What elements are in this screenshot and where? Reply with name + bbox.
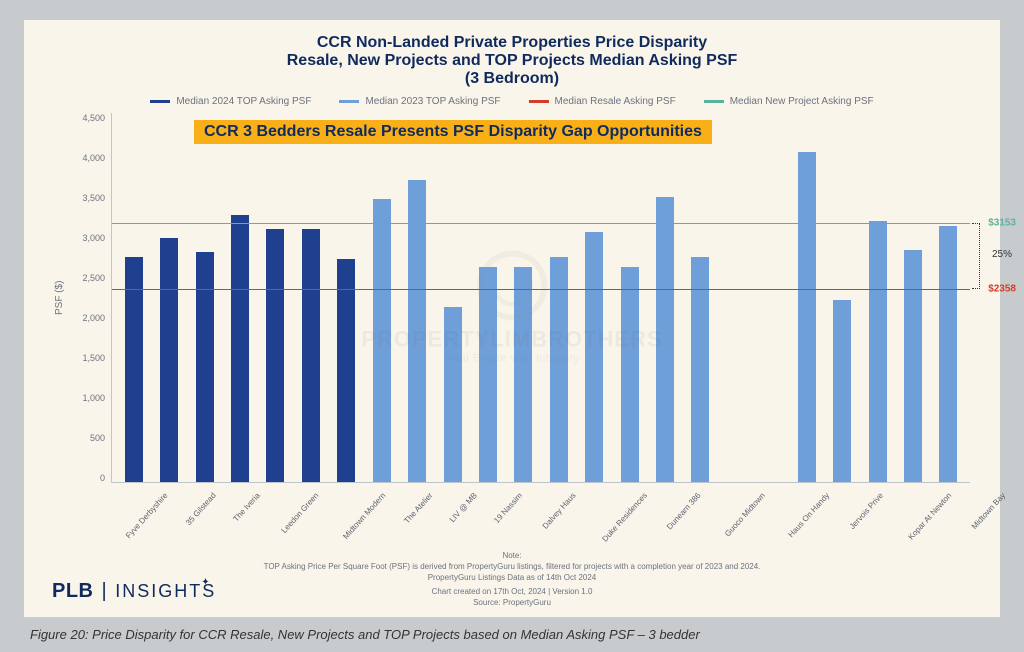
bar xyxy=(160,238,178,482)
chart-area: PSF ($) 4,500 4,000 3,500 3,000 2,500 2,000 1,… xyxy=(54,113,970,483)
bar-slot xyxy=(470,113,505,482)
bar xyxy=(550,257,568,483)
bar-slot xyxy=(576,113,611,482)
legend-item: Median New Project Asking PSF xyxy=(704,96,874,107)
bar-slot xyxy=(718,113,753,482)
bar xyxy=(833,300,851,482)
bar-slot xyxy=(293,113,328,482)
gap-bracket xyxy=(972,223,980,288)
bar xyxy=(373,199,391,482)
bar-slot xyxy=(683,113,718,482)
bar-slot xyxy=(329,113,364,482)
sparkle-icon: ✦ xyxy=(201,577,211,588)
bar-slot xyxy=(931,113,966,482)
legend: Median 2024 TOP Asking PSF Median 2023 TO… xyxy=(54,96,970,107)
y-tick-label: 500 xyxy=(90,433,105,443)
x-tick-label: Midtown Bay xyxy=(970,485,1024,566)
legend-item: Median 2024 TOP Asking PSF xyxy=(150,96,311,107)
y-axis-ticks: 4,500 4,000 3,500 3,000 2,500 2,000 1,500 1,000… xyxy=(69,113,111,483)
title-line-1: CCR Non-Landed Private Properties Price … xyxy=(54,34,970,52)
brand-logo: PLB | INSIGHTS ✦ xyxy=(52,580,216,603)
title-line-3: (3 Bedroom) xyxy=(54,70,970,88)
y-tick-label: 0 xyxy=(100,473,105,483)
bar-slot xyxy=(364,113,399,482)
bar-slot xyxy=(435,113,470,482)
gap-percent-label: 25% xyxy=(992,249,1012,260)
legend-swatch xyxy=(150,100,170,103)
bar-slot xyxy=(187,113,222,482)
bar-slot xyxy=(824,113,859,482)
bar xyxy=(266,229,284,482)
bar-slot xyxy=(789,113,824,482)
bar xyxy=(444,307,462,482)
bar xyxy=(904,250,922,482)
bar-slot xyxy=(612,113,647,482)
bar-slot xyxy=(258,113,293,482)
bar xyxy=(621,267,639,482)
legend-swatch xyxy=(339,100,359,103)
bar-slot xyxy=(151,113,186,482)
y-tick-label: 2,000 xyxy=(82,313,105,323)
bar-slot xyxy=(399,113,434,482)
bar xyxy=(231,215,249,482)
legend-label: Median New Project Asking PSF xyxy=(730,96,874,107)
bar-slot xyxy=(222,113,257,482)
reference-label-newproject: $3153 xyxy=(988,218,1016,229)
highlight-banner: CCR 3 Bedders Resale Presents PSF Dispar… xyxy=(194,120,712,144)
bar xyxy=(656,197,674,482)
y-tick-label: 1,500 xyxy=(82,353,105,363)
bar xyxy=(337,259,355,482)
y-tick-label: 3,000 xyxy=(82,233,105,243)
y-tick-label: 4,500 xyxy=(82,113,105,123)
legend-item: Median 2023 TOP Asking PSF xyxy=(339,96,500,107)
reference-line-newproject xyxy=(112,223,970,224)
figure-caption: Figure 20: Price Disparity for CCR Resal… xyxy=(24,627,1000,642)
bar-slot xyxy=(116,113,151,482)
logo-right: INSIGHTS ✦ xyxy=(115,581,216,602)
plot-area: $3153$235825% xyxy=(111,113,970,483)
bar xyxy=(939,226,957,482)
bar xyxy=(196,252,214,482)
bar xyxy=(798,152,816,482)
legend-label: Median 2024 TOP Asking PSF xyxy=(176,96,311,107)
bar xyxy=(691,257,709,483)
bar-slot xyxy=(647,113,682,482)
bar xyxy=(869,221,887,482)
bar-slot xyxy=(506,113,541,482)
y-tick-label: 3,500 xyxy=(82,193,105,203)
bar xyxy=(302,229,320,482)
x-axis-ticks: Fyve Derbyshire35 GilsteadThe IveriaLeed… xyxy=(54,485,970,547)
bar-slot xyxy=(541,113,576,482)
logo-left: PLB xyxy=(52,580,94,603)
y-axis-label: PSF ($) xyxy=(54,113,65,483)
y-tick-label: 4,000 xyxy=(82,153,105,163)
bar xyxy=(479,267,497,482)
title-line-2: Resale, New Projects and TOP Projects Me… xyxy=(54,52,970,70)
legend-swatch xyxy=(529,100,549,103)
bar xyxy=(585,232,603,482)
reference-line-resale xyxy=(112,289,970,290)
bars-container xyxy=(112,113,970,482)
bar-slot xyxy=(895,113,930,482)
bar xyxy=(125,257,143,483)
y-tick-label: 1,000 xyxy=(82,393,105,403)
chart-title-block: CCR Non-Landed Private Properties Price … xyxy=(54,34,970,88)
legend-swatch xyxy=(704,100,724,103)
y-tick-label: 2,500 xyxy=(82,273,105,283)
legend-item: Median Resale Asking PSF xyxy=(529,96,676,107)
reference-label-resale: $2358 xyxy=(988,283,1016,294)
bar-slot xyxy=(754,113,789,482)
bar xyxy=(408,180,426,482)
legend-label: Median Resale Asking PSF xyxy=(555,96,676,107)
chart-panel: CCR Non-Landed Private Properties Price … xyxy=(24,20,1000,617)
legend-label: Median 2023 TOP Asking PSF xyxy=(365,96,500,107)
bar-slot xyxy=(860,113,895,482)
bar xyxy=(514,267,532,482)
logo-separator: | xyxy=(102,580,108,603)
